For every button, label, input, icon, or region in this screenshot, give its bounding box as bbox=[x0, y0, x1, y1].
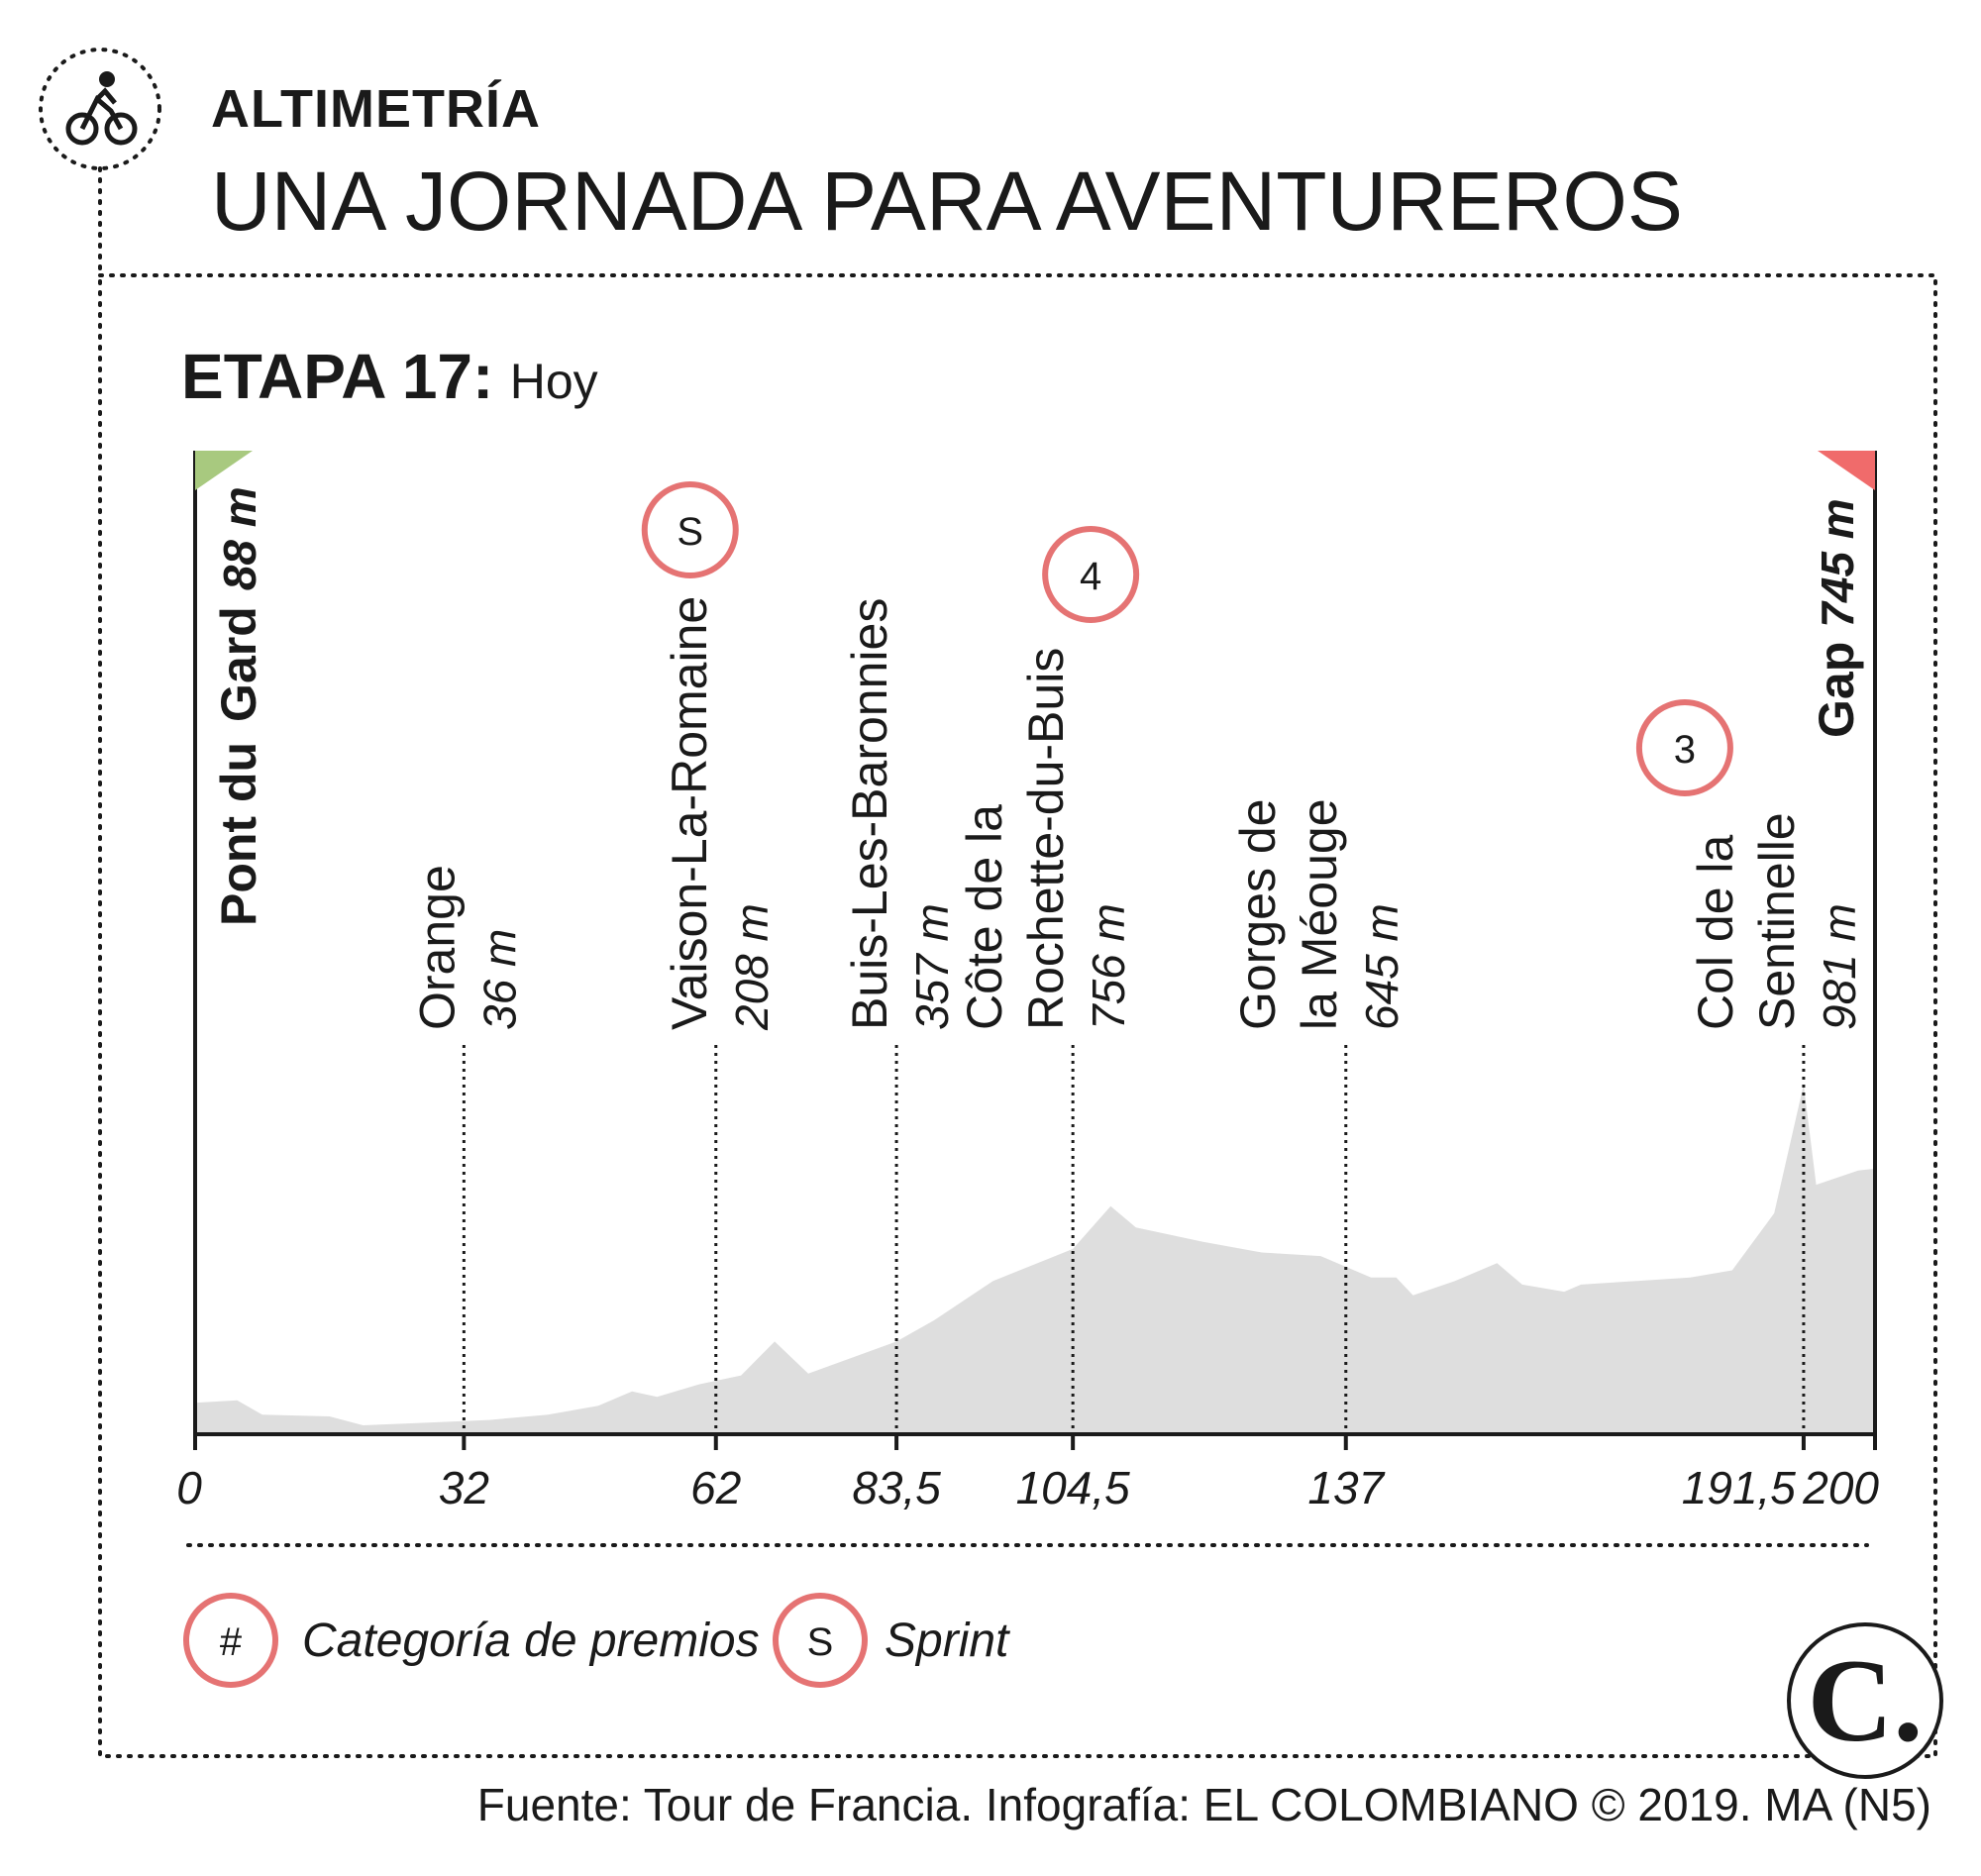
legend-sprint: S Sprint bbox=[773, 1593, 1010, 1688]
x-tick-label: 62 bbox=[690, 1462, 741, 1513]
frame bbox=[98, 273, 1937, 1758]
waypoint-elevation: 981 m bbox=[1814, 903, 1865, 1030]
waypoint-elevation: 756 m bbox=[1083, 903, 1134, 1030]
finish-label: Gap 745 m bbox=[1809, 498, 1864, 738]
sprint-badge-icon bbox=[773, 1593, 868, 1688]
waypoint-elevation: 357 m bbox=[906, 903, 958, 1030]
kicker: ALTIMETRÍA bbox=[211, 79, 541, 139]
logo-text: C. bbox=[1808, 1634, 1924, 1766]
cyclist-icon bbox=[39, 48, 161, 170]
x-tick-label: 83,5 bbox=[852, 1462, 941, 1513]
start-elevation: 88 m bbox=[214, 486, 265, 590]
waypoint-name: Vaison-La-Romaine bbox=[662, 596, 717, 1030]
waypoint-name-line2: la Méouge bbox=[1292, 799, 1347, 1031]
category-badge-icon bbox=[183, 1593, 278, 1688]
x-tick-label: 200 bbox=[1802, 1462, 1879, 1513]
finish-name: Gap bbox=[1809, 642, 1864, 738]
el-colombiano-logo: C. bbox=[1787, 1622, 1943, 1779]
stage-title: ETAPA 17: Hoy bbox=[181, 341, 598, 412]
waypoint-name-line2: Sentinelle bbox=[1749, 812, 1805, 1030]
waypoint-name: Côte de la bbox=[957, 804, 1012, 1030]
waypoint-badge-label: S bbox=[677, 510, 703, 554]
waypoint-elevation: 645 m bbox=[1356, 903, 1408, 1030]
finish-flag-icon bbox=[1818, 451, 1875, 490]
waypoint-name: Gorges de bbox=[1230, 799, 1286, 1030]
headline: UNA JORNADA PARA AVENTUREROS bbox=[211, 155, 1683, 248]
waypoint-elevation: 208 m bbox=[726, 903, 778, 1031]
legend-sprint-symbol: S bbox=[807, 1620, 834, 1664]
waypoint-elevation: 36 m bbox=[473, 929, 525, 1030]
x-tick-label: 137 bbox=[1307, 1462, 1385, 1513]
waypoint-name: Col de la bbox=[1688, 834, 1743, 1030]
start-flag-icon bbox=[195, 451, 253, 490]
waypoint-badge-icon bbox=[1635, 699, 1733, 796]
elevation-profile-area bbox=[195, 1085, 1875, 1434]
finish-elevation: 745 m bbox=[1812, 498, 1863, 627]
waypoint-name: Buis-Les-Baronnies bbox=[842, 598, 897, 1030]
legend-category: # Categoría de premios bbox=[183, 1593, 760, 1688]
elevation-chart: 0 32 62 83,5 104,5 137 191,5 200 Pont du Gard 88 m… bbox=[176, 451, 1879, 1513]
waypoint-badge-icon bbox=[1042, 526, 1140, 623]
waypoint-name: Orange bbox=[409, 865, 465, 1030]
waypoint-badge-label: 3 bbox=[1674, 728, 1696, 772]
stage-day: Hoy bbox=[510, 354, 598, 409]
x-tick-label: 191,5 bbox=[1682, 1462, 1797, 1513]
stage-label: ETAPA 17: bbox=[181, 341, 493, 412]
x-tick-label: 104,5 bbox=[1016, 1462, 1131, 1513]
waypoint-badge-icon bbox=[641, 481, 739, 578]
start-label: Pont du Gard 88 m bbox=[211, 486, 266, 926]
x-tick-label: 32 bbox=[439, 1462, 489, 1513]
start-name-part1: Pont du bbox=[211, 742, 266, 926]
legend: # Categoría de premios S Sprint bbox=[183, 1593, 1010, 1688]
waypoint-name-line2: Rochette-du-Buis bbox=[1018, 648, 1074, 1030]
legend-category-symbol: # bbox=[220, 1620, 243, 1664]
waypoint-badge-label: 4 bbox=[1080, 555, 1101, 598]
x-tick-label: 0 bbox=[176, 1462, 202, 1513]
legend-category-label: Categoría de premios bbox=[302, 1615, 760, 1667]
start-name-part2: Gard bbox=[211, 606, 266, 722]
source-credit: Fuente: Tour de Francia. Infografía: EL … bbox=[477, 1779, 1931, 1830]
legend-sprint-label: Sprint bbox=[885, 1615, 1010, 1667]
